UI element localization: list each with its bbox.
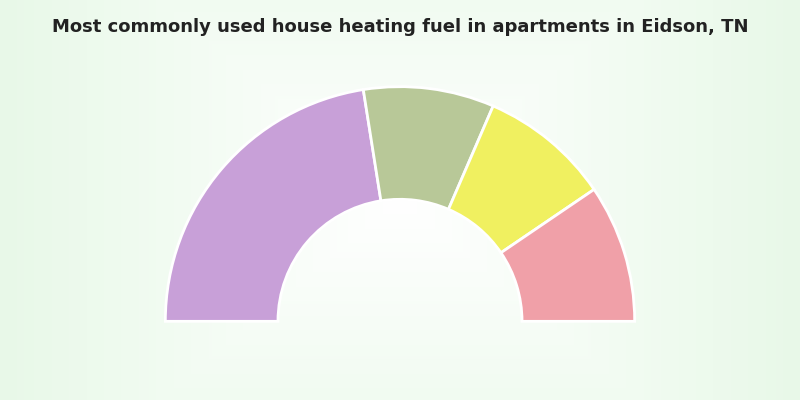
Wedge shape xyxy=(166,90,381,321)
Wedge shape xyxy=(449,106,594,253)
Wedge shape xyxy=(501,190,634,321)
Wedge shape xyxy=(363,87,493,209)
Text: Most commonly used house heating fuel in apartments in Eidson, TN: Most commonly used house heating fuel in… xyxy=(52,18,748,36)
